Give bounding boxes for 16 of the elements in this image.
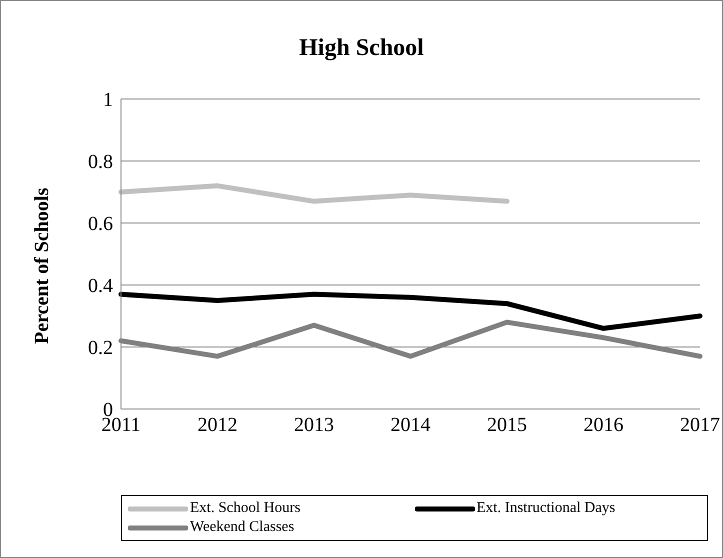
y-tick-label: 0.6	[88, 213, 113, 236]
legend-label: Ext. School Hours	[190, 500, 300, 517]
x-tick-label: 2015	[487, 414, 527, 436]
x-tick-label: 2014	[390, 414, 430, 436]
legend-label: Weekend Classes	[190, 519, 294, 536]
x-tick-label: 2012	[198, 414, 238, 436]
y-tick-label: 1	[103, 89, 113, 112]
y-tick-label: 0.8	[88, 151, 113, 174]
y-tick-label: 0.2	[88, 337, 113, 360]
legend-label: Ext. Instructional Days	[476, 500, 616, 517]
x-tick-label: 2013	[294, 414, 334, 436]
y-axis-title: Percent of Schools	[31, 188, 54, 344]
x-tick-label: 2016	[584, 414, 624, 436]
chart-title: High School	[298, 35, 425, 63]
y-tick-label: 0.4	[88, 275, 113, 298]
x-tick-label: 2017	[680, 414, 720, 436]
